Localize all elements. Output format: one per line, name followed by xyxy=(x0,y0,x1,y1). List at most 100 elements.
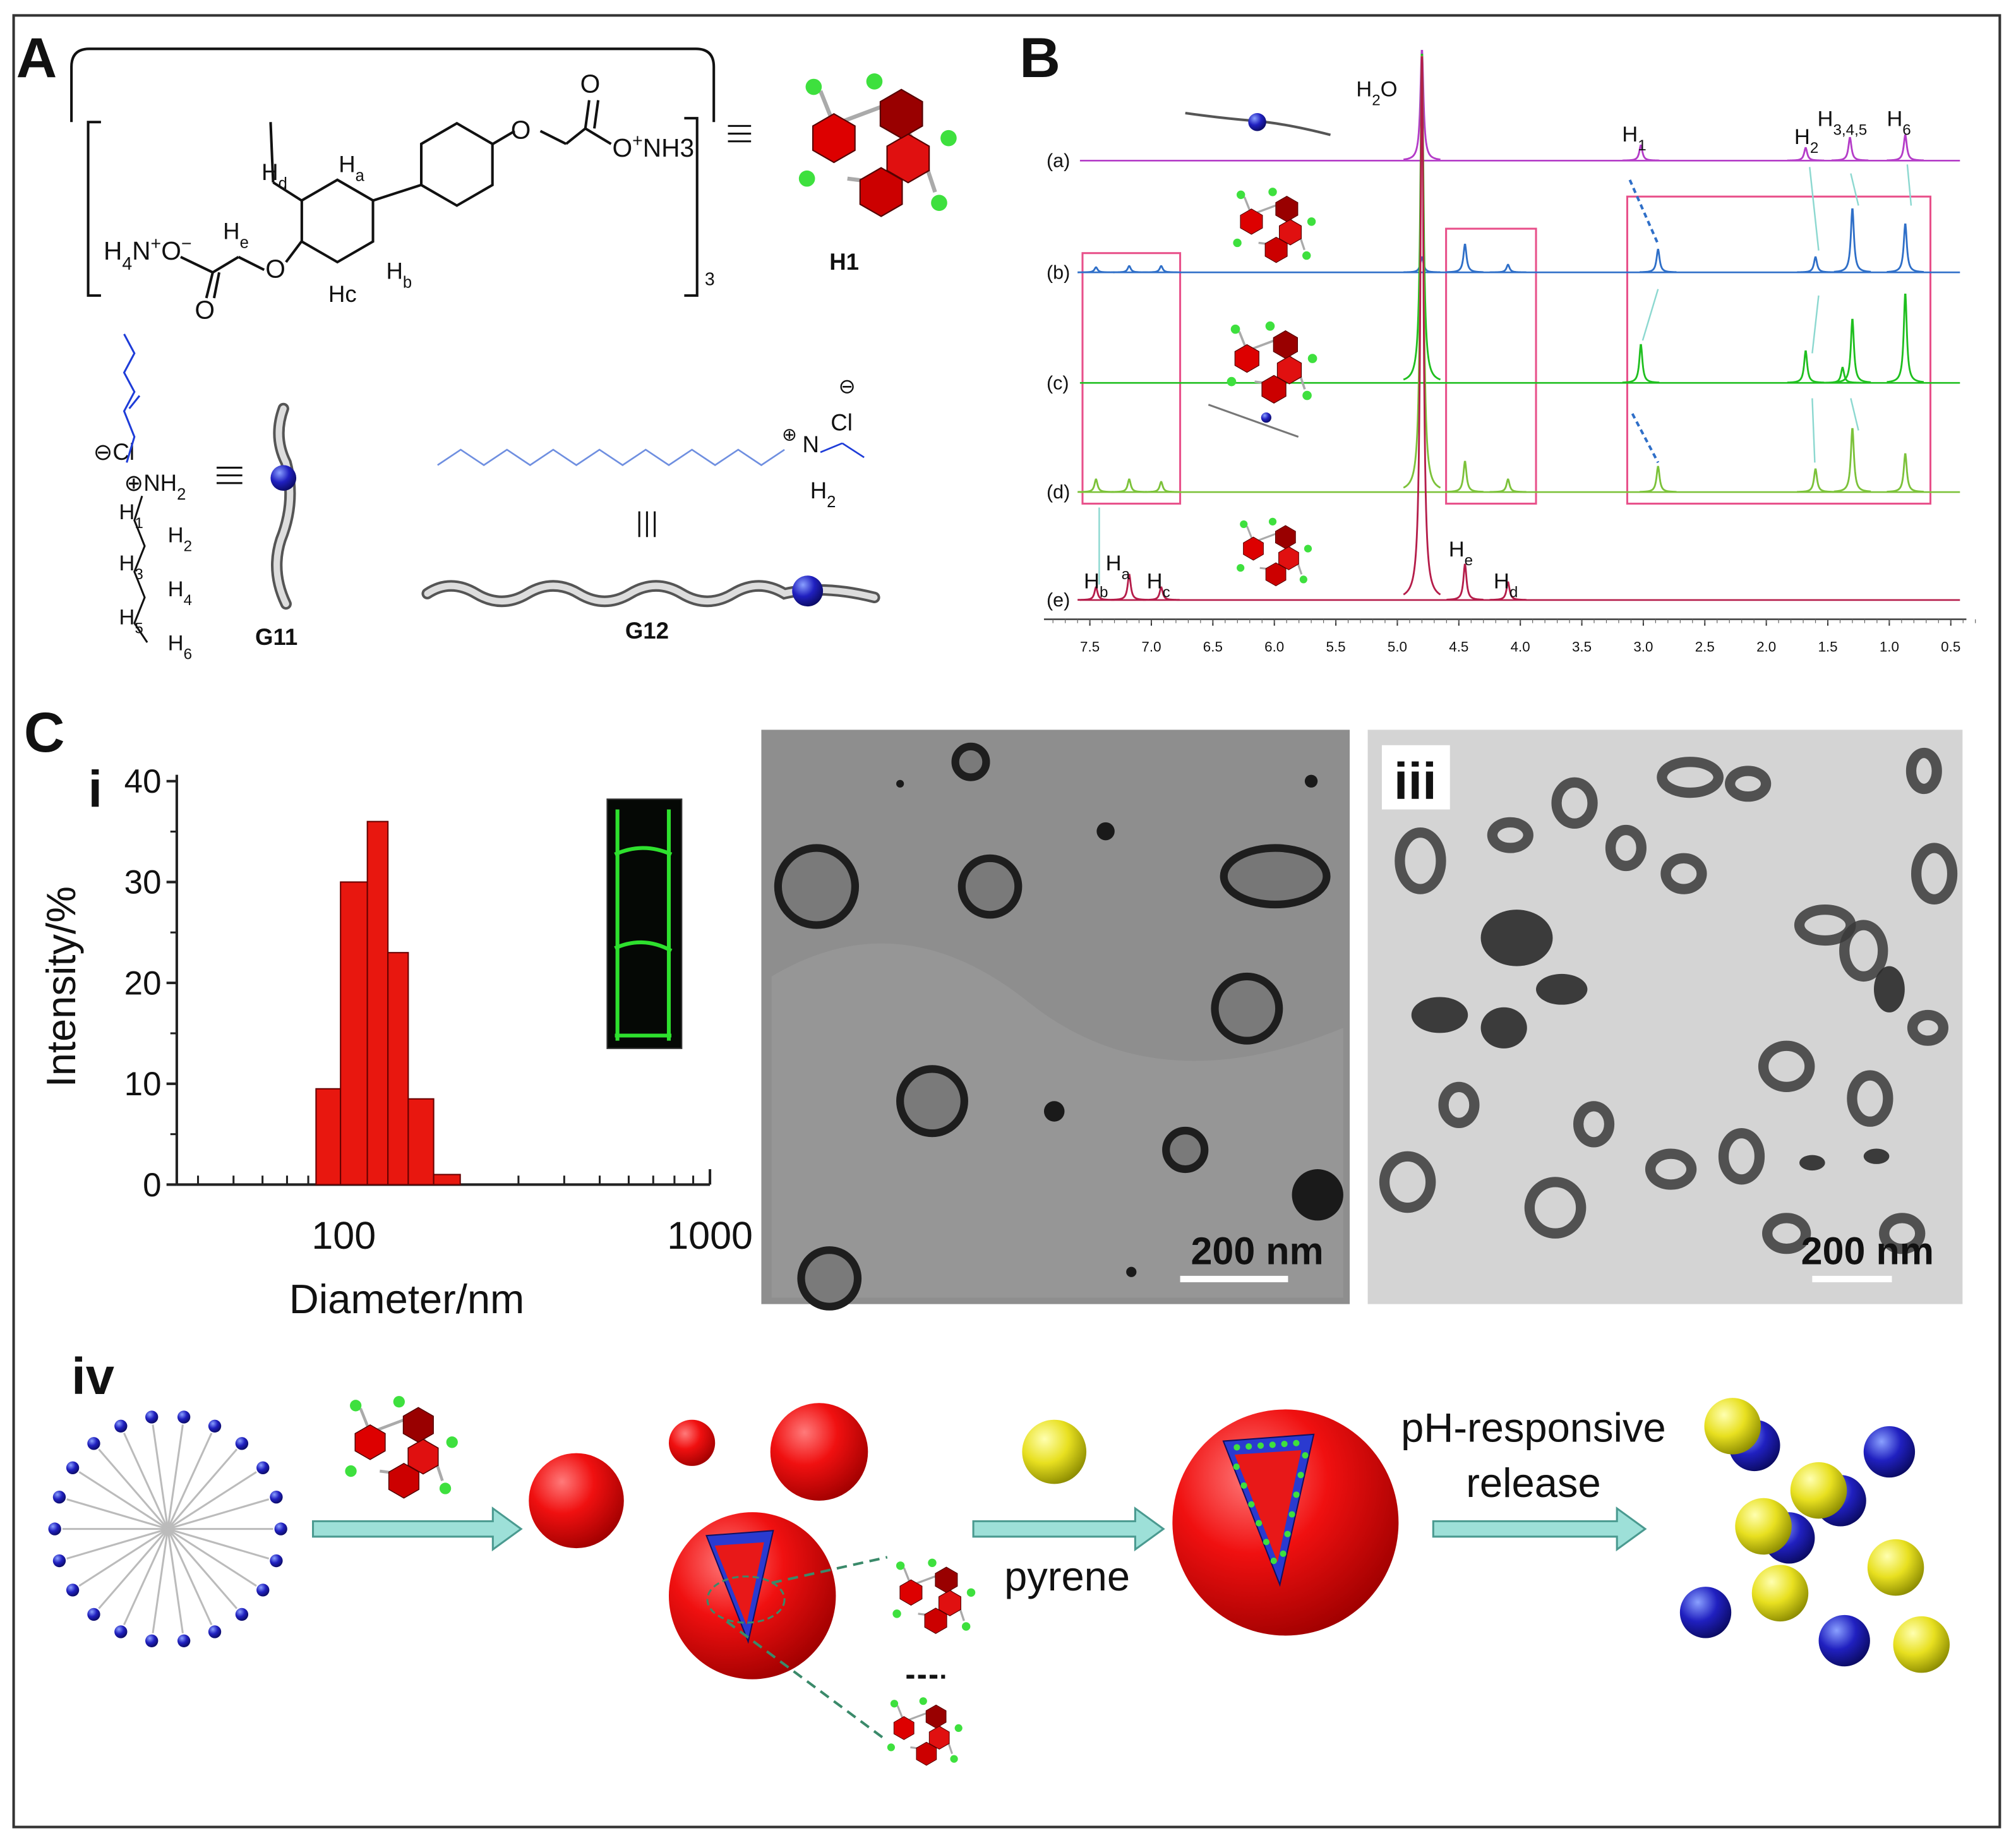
host-ring xyxy=(899,1579,923,1606)
peak xyxy=(1143,265,1180,273)
label-part: a xyxy=(1122,566,1131,583)
scale-bar-label: 200 nm xyxy=(1801,1230,1934,1273)
label-part: Cl xyxy=(831,409,853,435)
chem-label: Cl xyxy=(831,409,853,435)
guest-dot xyxy=(1297,1472,1304,1479)
peak xyxy=(1489,478,1527,493)
ring xyxy=(300,178,375,264)
peak xyxy=(1622,144,1660,162)
host-ring xyxy=(354,1424,386,1460)
guest-dot xyxy=(1233,1444,1240,1451)
host-ring xyxy=(879,88,923,139)
label-box xyxy=(1381,745,1450,810)
scale-bar-label: 200 nm xyxy=(1191,1230,1323,1273)
host-atom xyxy=(966,1588,976,1597)
label-part: d xyxy=(1509,584,1518,601)
aggregate xyxy=(1605,824,1647,872)
label-part: 6 xyxy=(184,646,192,663)
host-model xyxy=(798,73,957,217)
aggregate xyxy=(1799,1155,1825,1171)
x-tick-label: 100 xyxy=(311,1214,376,1257)
host-ring xyxy=(1276,356,1302,385)
micelle-tail xyxy=(66,1528,169,1560)
particle xyxy=(1043,1101,1065,1122)
host-atom xyxy=(892,1609,901,1618)
peak xyxy=(1143,481,1180,493)
host-ring xyxy=(1264,236,1288,263)
peak xyxy=(1077,586,1115,601)
x-tick-label: 7.0 xyxy=(1141,639,1161,654)
host-model xyxy=(345,1396,458,1499)
chem-label: O+NH3 xyxy=(612,131,694,162)
chem-label: Hd xyxy=(261,159,287,193)
peak xyxy=(1797,468,1834,493)
label-part: H xyxy=(1106,551,1122,575)
x-tick-label: 1.5 xyxy=(1818,639,1837,654)
y-tick-label: 40 xyxy=(124,763,162,800)
label-part: c xyxy=(1163,584,1170,601)
chain xyxy=(123,334,136,463)
peak-annotation: H3,4,5 xyxy=(1817,107,1867,138)
y-tick-label: 0 xyxy=(143,1167,161,1204)
particle xyxy=(1292,1169,1343,1221)
peak xyxy=(1887,134,1924,162)
peak-annotation: He xyxy=(1449,538,1473,569)
micelle-tail xyxy=(167,1448,238,1530)
peak xyxy=(1640,248,1677,273)
x-tick-label: 2.0 xyxy=(1756,639,1776,654)
shift-connector xyxy=(1641,289,1659,341)
bond xyxy=(180,255,213,274)
label-part: H xyxy=(1494,570,1509,594)
host-ring xyxy=(1261,375,1287,404)
guest-dot xyxy=(1284,1530,1291,1537)
peak-annotation: H2O xyxy=(1356,78,1397,109)
host-ring xyxy=(1278,546,1299,570)
trace-label: (b) xyxy=(1047,261,1070,283)
assembly xyxy=(529,1453,624,1549)
host-atom xyxy=(798,170,815,187)
aggregate xyxy=(1907,1009,1948,1046)
host-atom xyxy=(940,129,957,147)
host-atom xyxy=(1236,190,1245,200)
label-part: 2 xyxy=(827,493,836,511)
guest-dot xyxy=(1256,1520,1263,1527)
guest-head xyxy=(1261,412,1271,423)
released-guest xyxy=(1863,1426,1916,1478)
bar xyxy=(387,952,409,1186)
label-part: 6 xyxy=(1902,121,1911,138)
label-part: H xyxy=(168,631,184,655)
chem-label: H2 xyxy=(168,523,192,554)
peak xyxy=(1110,574,1148,601)
panel-label: A xyxy=(16,26,57,89)
host-ring xyxy=(938,1590,961,1616)
micelle-tail xyxy=(152,1529,169,1633)
label-part: a xyxy=(356,167,365,185)
label-part: e xyxy=(1465,551,1473,568)
host-ring xyxy=(1265,562,1287,587)
label-part: H xyxy=(386,258,402,284)
bond xyxy=(584,127,612,145)
micelle-head xyxy=(48,1522,61,1535)
label-part: O xyxy=(195,295,215,324)
peak xyxy=(1403,54,1441,381)
vesicle xyxy=(774,844,860,929)
chem-label: Hb xyxy=(386,258,412,291)
scale-bar xyxy=(1180,1275,1288,1283)
label-part: b xyxy=(1100,584,1108,601)
particle xyxy=(1304,774,1318,788)
micelle-tail xyxy=(167,1528,257,1587)
micelle-head xyxy=(52,1491,66,1504)
label-part: H xyxy=(1449,538,1465,562)
aggregate xyxy=(1411,997,1468,1033)
micelle-head xyxy=(256,1584,270,1597)
micelle-head xyxy=(87,1608,100,1621)
aggregate xyxy=(1762,1213,1811,1254)
bar xyxy=(366,820,389,1186)
guest-dot xyxy=(1245,1443,1252,1450)
vesicle-core xyxy=(714,1542,764,1625)
label-part: − xyxy=(181,234,192,254)
label-part: O xyxy=(580,69,601,98)
